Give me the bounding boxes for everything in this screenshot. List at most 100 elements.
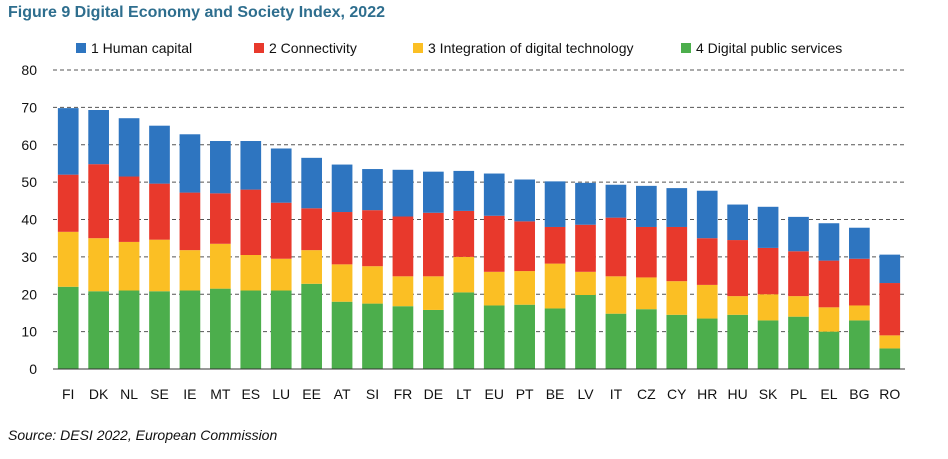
x-tick-label: AT bbox=[334, 386, 351, 402]
x-tick-label: FI bbox=[62, 386, 74, 402]
bar-segment bbox=[270, 290, 292, 369]
bar-segment bbox=[453, 292, 475, 369]
bar-segment bbox=[423, 212, 444, 277]
legend-swatch bbox=[76, 43, 86, 53]
bar-segment bbox=[514, 304, 535, 369]
bar-segment bbox=[544, 181, 566, 227]
bar-segment bbox=[179, 290, 201, 369]
figure-title: Figure 9 Digital Economy and Society Ind… bbox=[8, 4, 385, 21]
bar-segment bbox=[788, 251, 809, 297]
bar-segment bbox=[57, 108, 79, 175]
bar-segment bbox=[849, 227, 870, 259]
y-axis-tick-labels: 0 10 20 30 40 50 60 70 80 bbox=[21, 62, 37, 377]
bar-segment bbox=[727, 296, 748, 315]
bar-segment bbox=[666, 314, 688, 369]
bar-segment bbox=[666, 188, 688, 227]
bar-segment bbox=[636, 309, 657, 369]
bar-segment bbox=[849, 320, 870, 369]
y-tick-label: 70 bbox=[21, 99, 37, 115]
bar-segment bbox=[727, 204, 748, 241]
bar-segment bbox=[118, 241, 140, 291]
bar-segment bbox=[149, 125, 170, 184]
bar-segment bbox=[727, 240, 748, 297]
bar-segment bbox=[210, 193, 231, 244]
y-tick-label: 30 bbox=[21, 249, 37, 265]
x-tick-label: LT bbox=[456, 386, 472, 402]
legend-swatch bbox=[254, 43, 264, 53]
bar-segment bbox=[788, 216, 809, 252]
bar-segment bbox=[423, 171, 444, 213]
bar-segment bbox=[423, 276, 444, 310]
x-tick-label: PL bbox=[790, 386, 807, 402]
bar-segment bbox=[392, 306, 414, 369]
x-tick-label: BE bbox=[546, 386, 565, 402]
legend-swatch bbox=[681, 43, 691, 53]
bar-segment bbox=[757, 206, 779, 248]
x-tick-label: MT bbox=[210, 386, 231, 402]
bar-segment bbox=[392, 276, 414, 307]
bar-segment bbox=[788, 296, 809, 317]
bar-segment bbox=[301, 283, 322, 369]
bar-segment bbox=[57, 174, 79, 232]
bar-segment bbox=[301, 157, 322, 209]
bar-segment bbox=[727, 314, 748, 369]
bar-segment bbox=[514, 271, 535, 305]
bar-segment bbox=[240, 290, 262, 369]
bar-segment bbox=[879, 348, 901, 369]
bar-segment bbox=[696, 238, 718, 285]
legend-label: 2 Connectivity bbox=[269, 40, 357, 56]
x-tick-label: SK bbox=[759, 386, 778, 402]
x-tick-label: HU bbox=[728, 386, 748, 402]
bar-segment bbox=[483, 271, 505, 306]
bar-segment bbox=[666, 226, 688, 282]
bar-segment bbox=[331, 301, 353, 369]
bar-segment bbox=[88, 164, 109, 239]
bar-segment bbox=[270, 148, 292, 203]
bar-stacks bbox=[57, 108, 901, 369]
bar-segment bbox=[362, 303, 383, 369]
x-tick-label: CZ bbox=[637, 386, 656, 402]
bar-segment bbox=[879, 335, 901, 349]
bar-segment bbox=[331, 212, 353, 265]
x-tick-label: HR bbox=[697, 386, 717, 402]
bar-segment bbox=[392, 216, 414, 277]
x-tick-label: IE bbox=[183, 386, 196, 402]
y-tick-label: 10 bbox=[21, 324, 37, 340]
bar-segment bbox=[879, 254, 901, 284]
bar-segment bbox=[636, 226, 657, 278]
bar-segment bbox=[696, 190, 718, 239]
bar-segment bbox=[362, 169, 383, 211]
x-tick-label: LV bbox=[577, 386, 594, 402]
bar-segment bbox=[362, 266, 383, 304]
bar-segment bbox=[818, 307, 840, 332]
bar-segment bbox=[210, 288, 231, 369]
bar-segment bbox=[757, 294, 779, 321]
x-tick-label: CY bbox=[667, 386, 687, 402]
bar-segment bbox=[575, 224, 596, 272]
bar-segment bbox=[788, 316, 809, 369]
bar-segment bbox=[88, 291, 109, 369]
bar-segment bbox=[818, 223, 840, 261]
bar-segment bbox=[179, 134, 201, 193]
bar-segment bbox=[301, 208, 322, 251]
bar-segment bbox=[453, 256, 475, 293]
bar-segment bbox=[757, 320, 779, 369]
bar-segment bbox=[575, 182, 596, 225]
bar-segment bbox=[270, 202, 292, 259]
x-tick-label: EU bbox=[484, 386, 503, 402]
y-tick-label: 50 bbox=[21, 174, 37, 190]
x-tick-label: SE bbox=[150, 386, 169, 402]
legend-label: 4 Digital public services bbox=[696, 40, 842, 56]
bar-segment bbox=[179, 192, 201, 251]
x-tick-label: FR bbox=[394, 386, 413, 402]
x-tick-label: IT bbox=[610, 386, 623, 402]
bar-segment bbox=[118, 290, 140, 369]
bar-segment bbox=[483, 173, 505, 216]
bar-segment bbox=[849, 305, 870, 321]
bar-segment bbox=[210, 141, 231, 194]
bar-segment bbox=[149, 239, 170, 292]
bar-segment bbox=[179, 250, 201, 291]
x-axis-tick-labels: FI DK NL SE IE MT ES LU EE AT SI FR DE LT EU PT BE LV IT CZ… bbox=[62, 386, 900, 402]
bar-segment bbox=[605, 276, 627, 314]
